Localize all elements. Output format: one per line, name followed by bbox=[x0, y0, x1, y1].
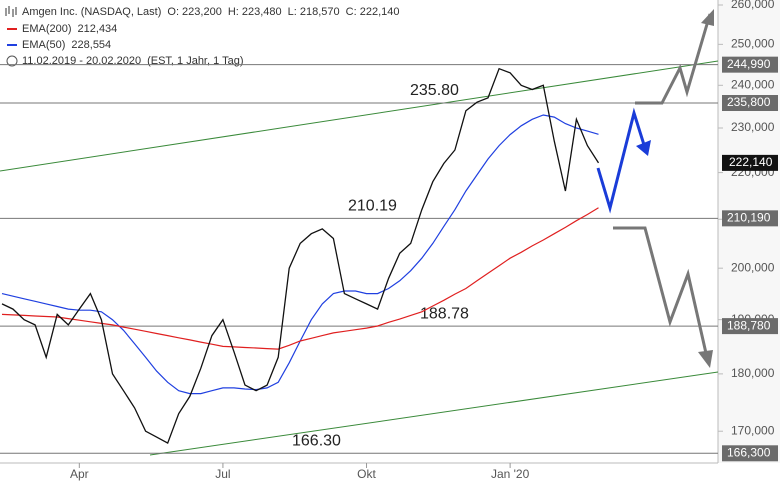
level-box bbox=[722, 210, 778, 227]
trend-line bbox=[149, 371, 719, 456]
arrow-head bbox=[698, 350, 713, 368]
level-label: 244,990 bbox=[727, 57, 771, 71]
y-tick-label: 250,000 bbox=[731, 37, 775, 51]
header-text: Amgen Inc. (NASDAQ, Last) bbox=[22, 6, 161, 18]
x-tick-label: Jul bbox=[215, 467, 230, 481]
last-price-label: 222,140 bbox=[729, 155, 773, 169]
annotation: 235.80 bbox=[410, 82, 459, 99]
projection-blue bbox=[596, 107, 647, 214]
level-box bbox=[722, 445, 778, 462]
annotation: 188.78 bbox=[420, 305, 469, 322]
level-box bbox=[722, 95, 778, 112]
level-label: 210,190 bbox=[727, 211, 771, 225]
header: Amgen Inc. (NASDAQ, Last) O: 223,200 H: 22… bbox=[0, 2, 470, 68]
x-tick-label: Okt bbox=[357, 467, 376, 481]
last-price-box bbox=[722, 154, 778, 171]
header-text: L: 218,570 bbox=[288, 6, 340, 18]
projection-down bbox=[613, 226, 710, 363]
header-bg bbox=[0, 2, 470, 68]
header-text: (EST, 1 Jahr, 1 Tag) bbox=[147, 55, 243, 67]
level-label: 235,800 bbox=[727, 95, 771, 109]
header-text: O: 223,200 bbox=[167, 6, 221, 18]
x-tick-label: Apr bbox=[70, 467, 89, 481]
projection-up bbox=[635, 13, 712, 105]
y-tick-label: 230,000 bbox=[731, 120, 775, 134]
y-tick-label: 170,000 bbox=[731, 423, 775, 437]
clock-icon bbox=[6, 55, 18, 67]
arrow-head bbox=[636, 140, 651, 156]
series-line bbox=[1, 67, 600, 445]
arrow-head bbox=[701, 9, 714, 26]
bars-icon bbox=[5, 6, 17, 17]
x-tick-label: Jan '20 bbox=[491, 467, 530, 481]
axis-panel bbox=[718, 0, 780, 463]
header-text: EMA(50) bbox=[22, 39, 65, 51]
header-text: EMA(200) bbox=[22, 23, 72, 35]
series-line bbox=[1, 207, 599, 350]
annotation: 210.19 bbox=[348, 198, 397, 215]
header-text: C: 222,140 bbox=[346, 6, 400, 18]
level-label: 166,300 bbox=[727, 445, 771, 459]
header-text: 228,554 bbox=[71, 39, 111, 51]
y-tick-label: 260,000 bbox=[731, 0, 775, 11]
level-box bbox=[722, 56, 778, 73]
trend-line bbox=[0, 60, 719, 172]
header-text: 212,434 bbox=[78, 23, 118, 35]
header-text: H: 223,480 bbox=[228, 6, 282, 18]
annotation: 166.30 bbox=[292, 433, 341, 450]
level-label: 188,780 bbox=[727, 318, 771, 332]
y-tick-label: 240,000 bbox=[731, 77, 775, 91]
y-tick-label: 200,000 bbox=[731, 260, 775, 274]
y-tick-label: 180,000 bbox=[731, 366, 775, 380]
header-text: 11.02.2019 - 20.02.2020 bbox=[22, 55, 141, 67]
level-box bbox=[722, 318, 778, 335]
